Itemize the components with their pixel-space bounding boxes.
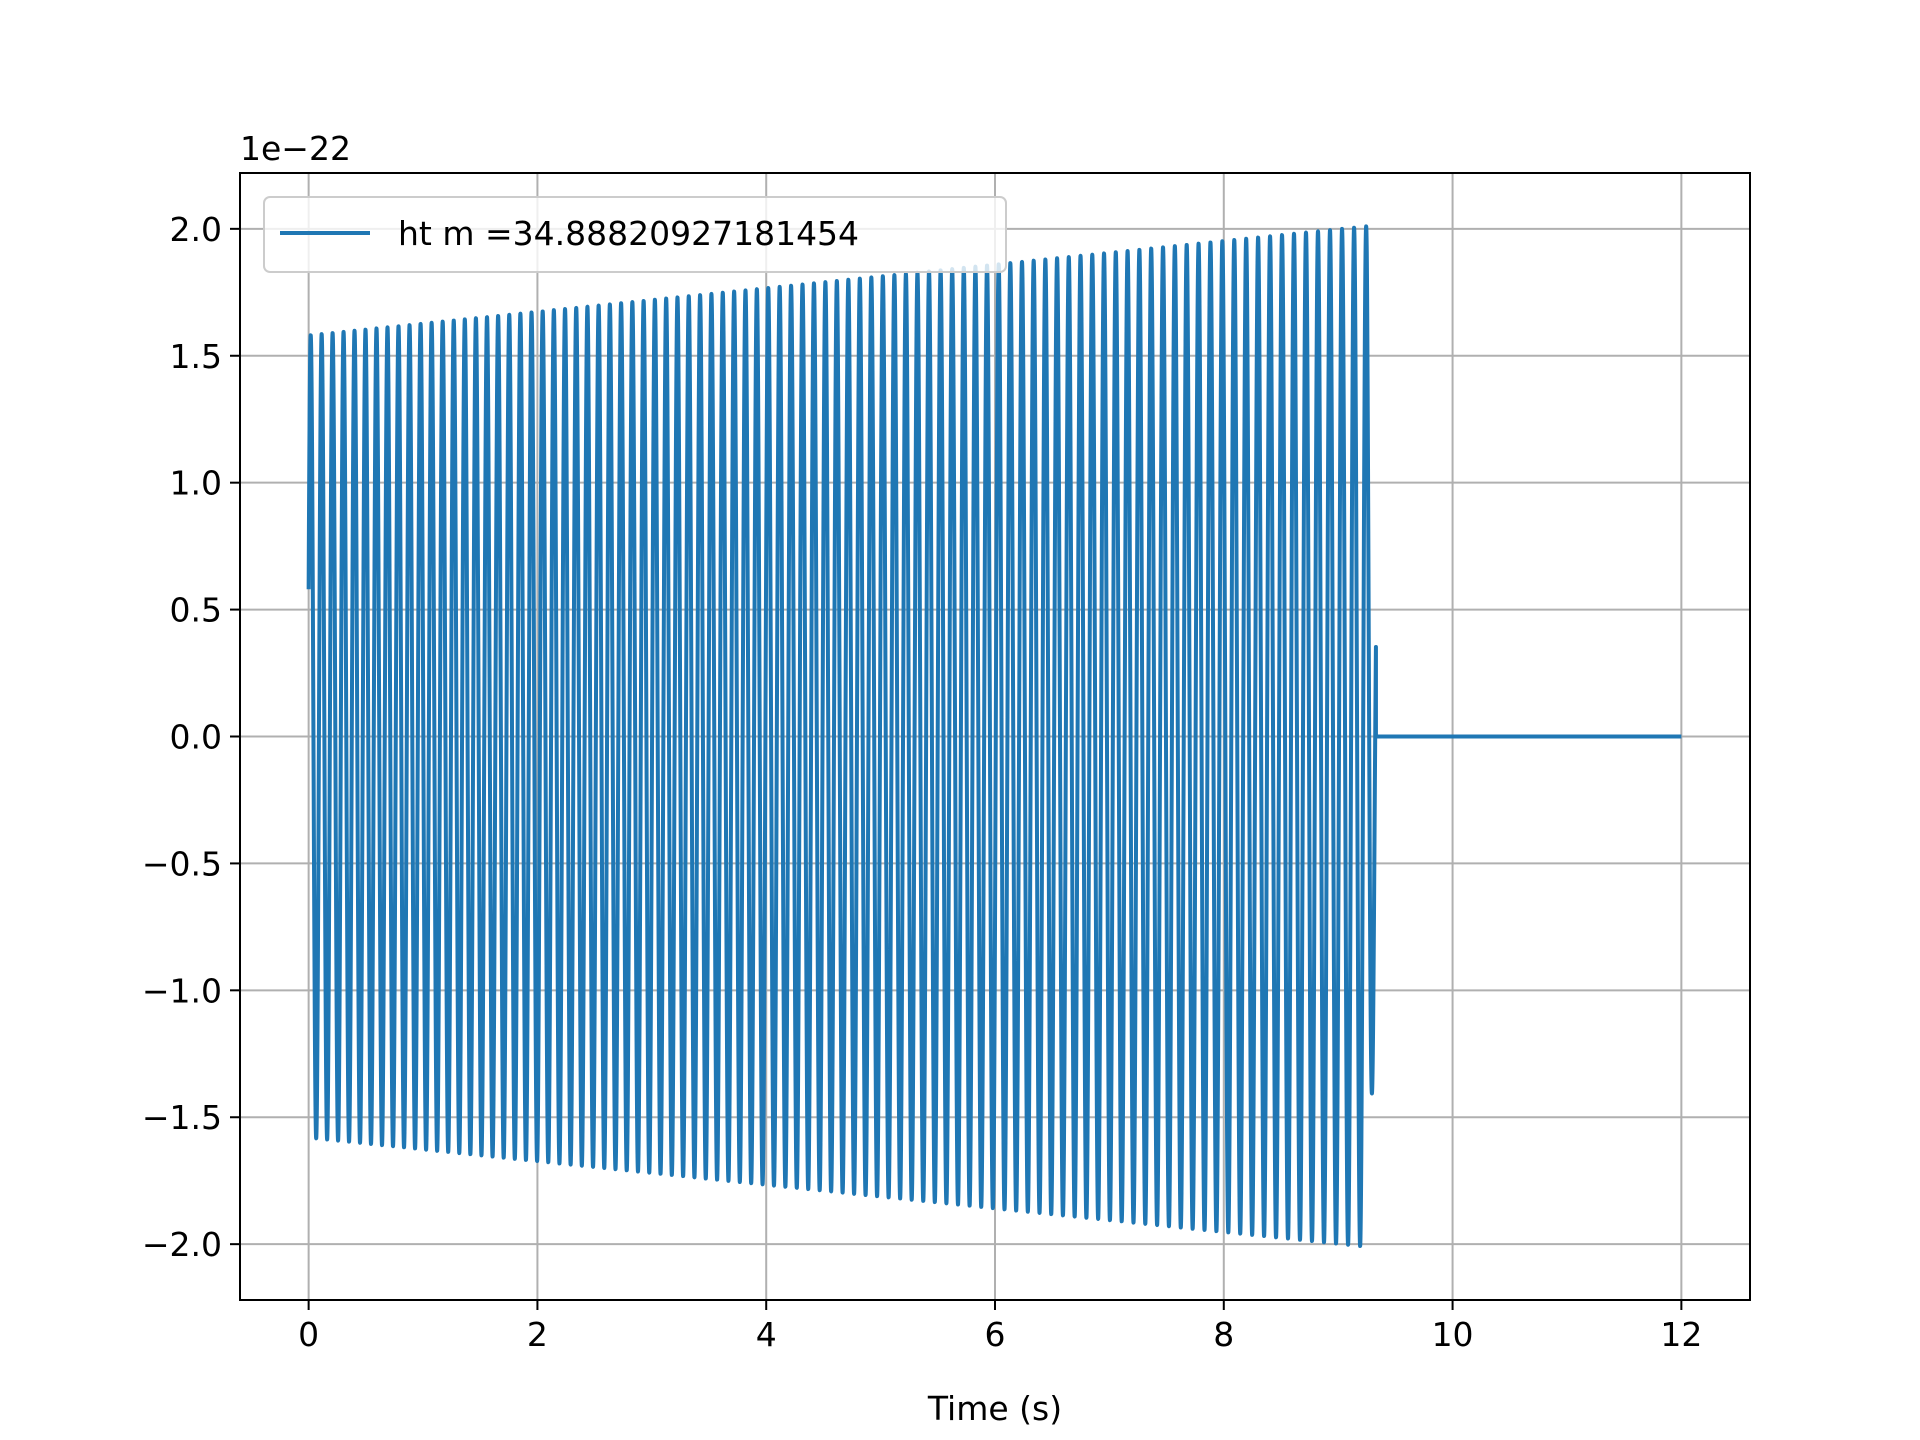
y-tick-label: 1.5 xyxy=(170,337,222,376)
x-tick-label: 2 xyxy=(527,1315,548,1354)
legend-label: ht m =34.88820927181454 xyxy=(398,214,859,253)
x-tick-label: 10 xyxy=(1432,1315,1474,1354)
y-tick-label: 0.0 xyxy=(170,718,222,757)
x-axis: 0 2 4 6 8 10 12 xyxy=(298,1300,1702,1354)
x-tick-label: 4 xyxy=(756,1315,777,1354)
plot-area xyxy=(306,224,1682,1248)
legend: ht m =34.88820927181454 xyxy=(263,196,1007,273)
x-tick-label: 12 xyxy=(1660,1315,1702,1354)
legend-box xyxy=(263,196,1007,273)
y-tick-label: −0.5 xyxy=(142,844,222,883)
x-tick-label: 8 xyxy=(1213,1315,1234,1354)
y-tick-label: 0.5 xyxy=(170,591,222,630)
y-tick-label: −1.5 xyxy=(142,1098,222,1137)
x-tick-label: 6 xyxy=(985,1315,1006,1354)
series-line xyxy=(306,224,1682,1248)
y-tick-label: 2.0 xyxy=(170,210,222,249)
y-scale-offset-label: 1e−22 xyxy=(240,129,351,168)
x-axis-label: Time (s) xyxy=(927,1389,1062,1428)
y-tick-label: −2.0 xyxy=(142,1225,222,1264)
y-axis: 2.0 1.5 1.0 0.5 0.0 −0.5 −1.0 −1.5 −2.0 xyxy=(142,210,240,1264)
x-tick-label: 0 xyxy=(298,1315,319,1354)
y-tick-label: 1.0 xyxy=(170,464,222,503)
y-tick-label: −1.0 xyxy=(142,971,222,1010)
